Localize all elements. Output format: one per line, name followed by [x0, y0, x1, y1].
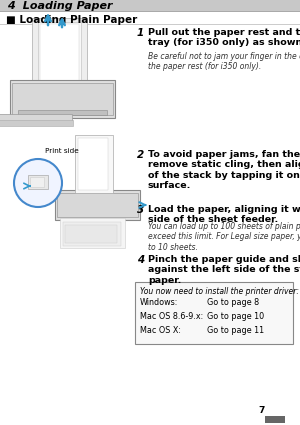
Text: You can load up to 100 sheets of plain paper. Do not
exceed this limit. For Lega: You can load up to 100 sheets of plain p…: [148, 222, 300, 252]
Text: 3: 3: [137, 205, 144, 215]
Circle shape: [14, 159, 62, 207]
Bar: [135, 282, 293, 344]
Bar: [12, 83, 113, 115]
Bar: [55, 190, 140, 220]
Text: Mac OS 8.6-9.x:: Mac OS 8.6-9.x:: [140, 312, 203, 321]
Bar: [40, 24, 79, 82]
Text: Mac OS X:: Mac OS X:: [140, 326, 181, 335]
Bar: [32, 18, 87, 84]
Text: 7: 7: [258, 406, 264, 415]
Bar: [30, 177, 44, 187]
Text: Loading Paper: Loading Paper: [15, 1, 112, 11]
Text: Go to page 11: Go to page 11: [207, 326, 264, 335]
Bar: [18, 110, 107, 115]
Text: 4: 4: [7, 1, 15, 11]
Bar: [75, 135, 113, 193]
Text: Pinch the paper guide and slide it
against the left side of the stack of
paper.: Pinch the paper guide and slide it again…: [148, 255, 300, 285]
Bar: [10, 80, 115, 118]
Text: Pull out the paper rest and the output
tray (for i350 only) as shown.: Pull out the paper rest and the output t…: [148, 28, 300, 48]
Text: Print side: Print side: [45, 148, 79, 154]
Text: Be careful not to jam your finger in the circular holes of
the paper rest (for i: Be careful not to jam your finger in the…: [148, 52, 300, 71]
Bar: [0, 11, 300, 12]
Bar: [57, 193, 138, 217]
Text: 1: 1: [137, 28, 144, 38]
Text: To avoid paper jams, fan the stack to
remove static cling, then align the edges
: To avoid paper jams, fan the stack to re…: [148, 150, 300, 190]
Text: Load the paper, aligning it with the right
side of the sheet feeder.: Load the paper, aligning it with the rig…: [148, 205, 300, 224]
Bar: [28, 175, 48, 189]
Text: You now need to install the printer driver:: You now need to install the printer driv…: [140, 287, 299, 296]
Text: Windows:: Windows:: [140, 298, 178, 307]
Bar: [65, 225, 117, 243]
Text: 4: 4: [137, 255, 144, 265]
Bar: [265, 416, 285, 423]
Bar: [0, 114, 72, 122]
Text: Go to page 8: Go to page 8: [207, 298, 259, 307]
Bar: [38, 22, 81, 82]
Bar: [60, 218, 125, 248]
Text: Go to page 10: Go to page 10: [207, 312, 264, 321]
Text: ■ Loading Plain Paper: ■ Loading Plain Paper: [6, 15, 137, 25]
Text: 2: 2: [137, 150, 144, 160]
Bar: [63, 222, 121, 246]
Bar: [0, 24, 300, 25]
Bar: [0, 120, 73, 126]
Bar: [0, 0, 300, 11]
Bar: [78, 138, 108, 190]
